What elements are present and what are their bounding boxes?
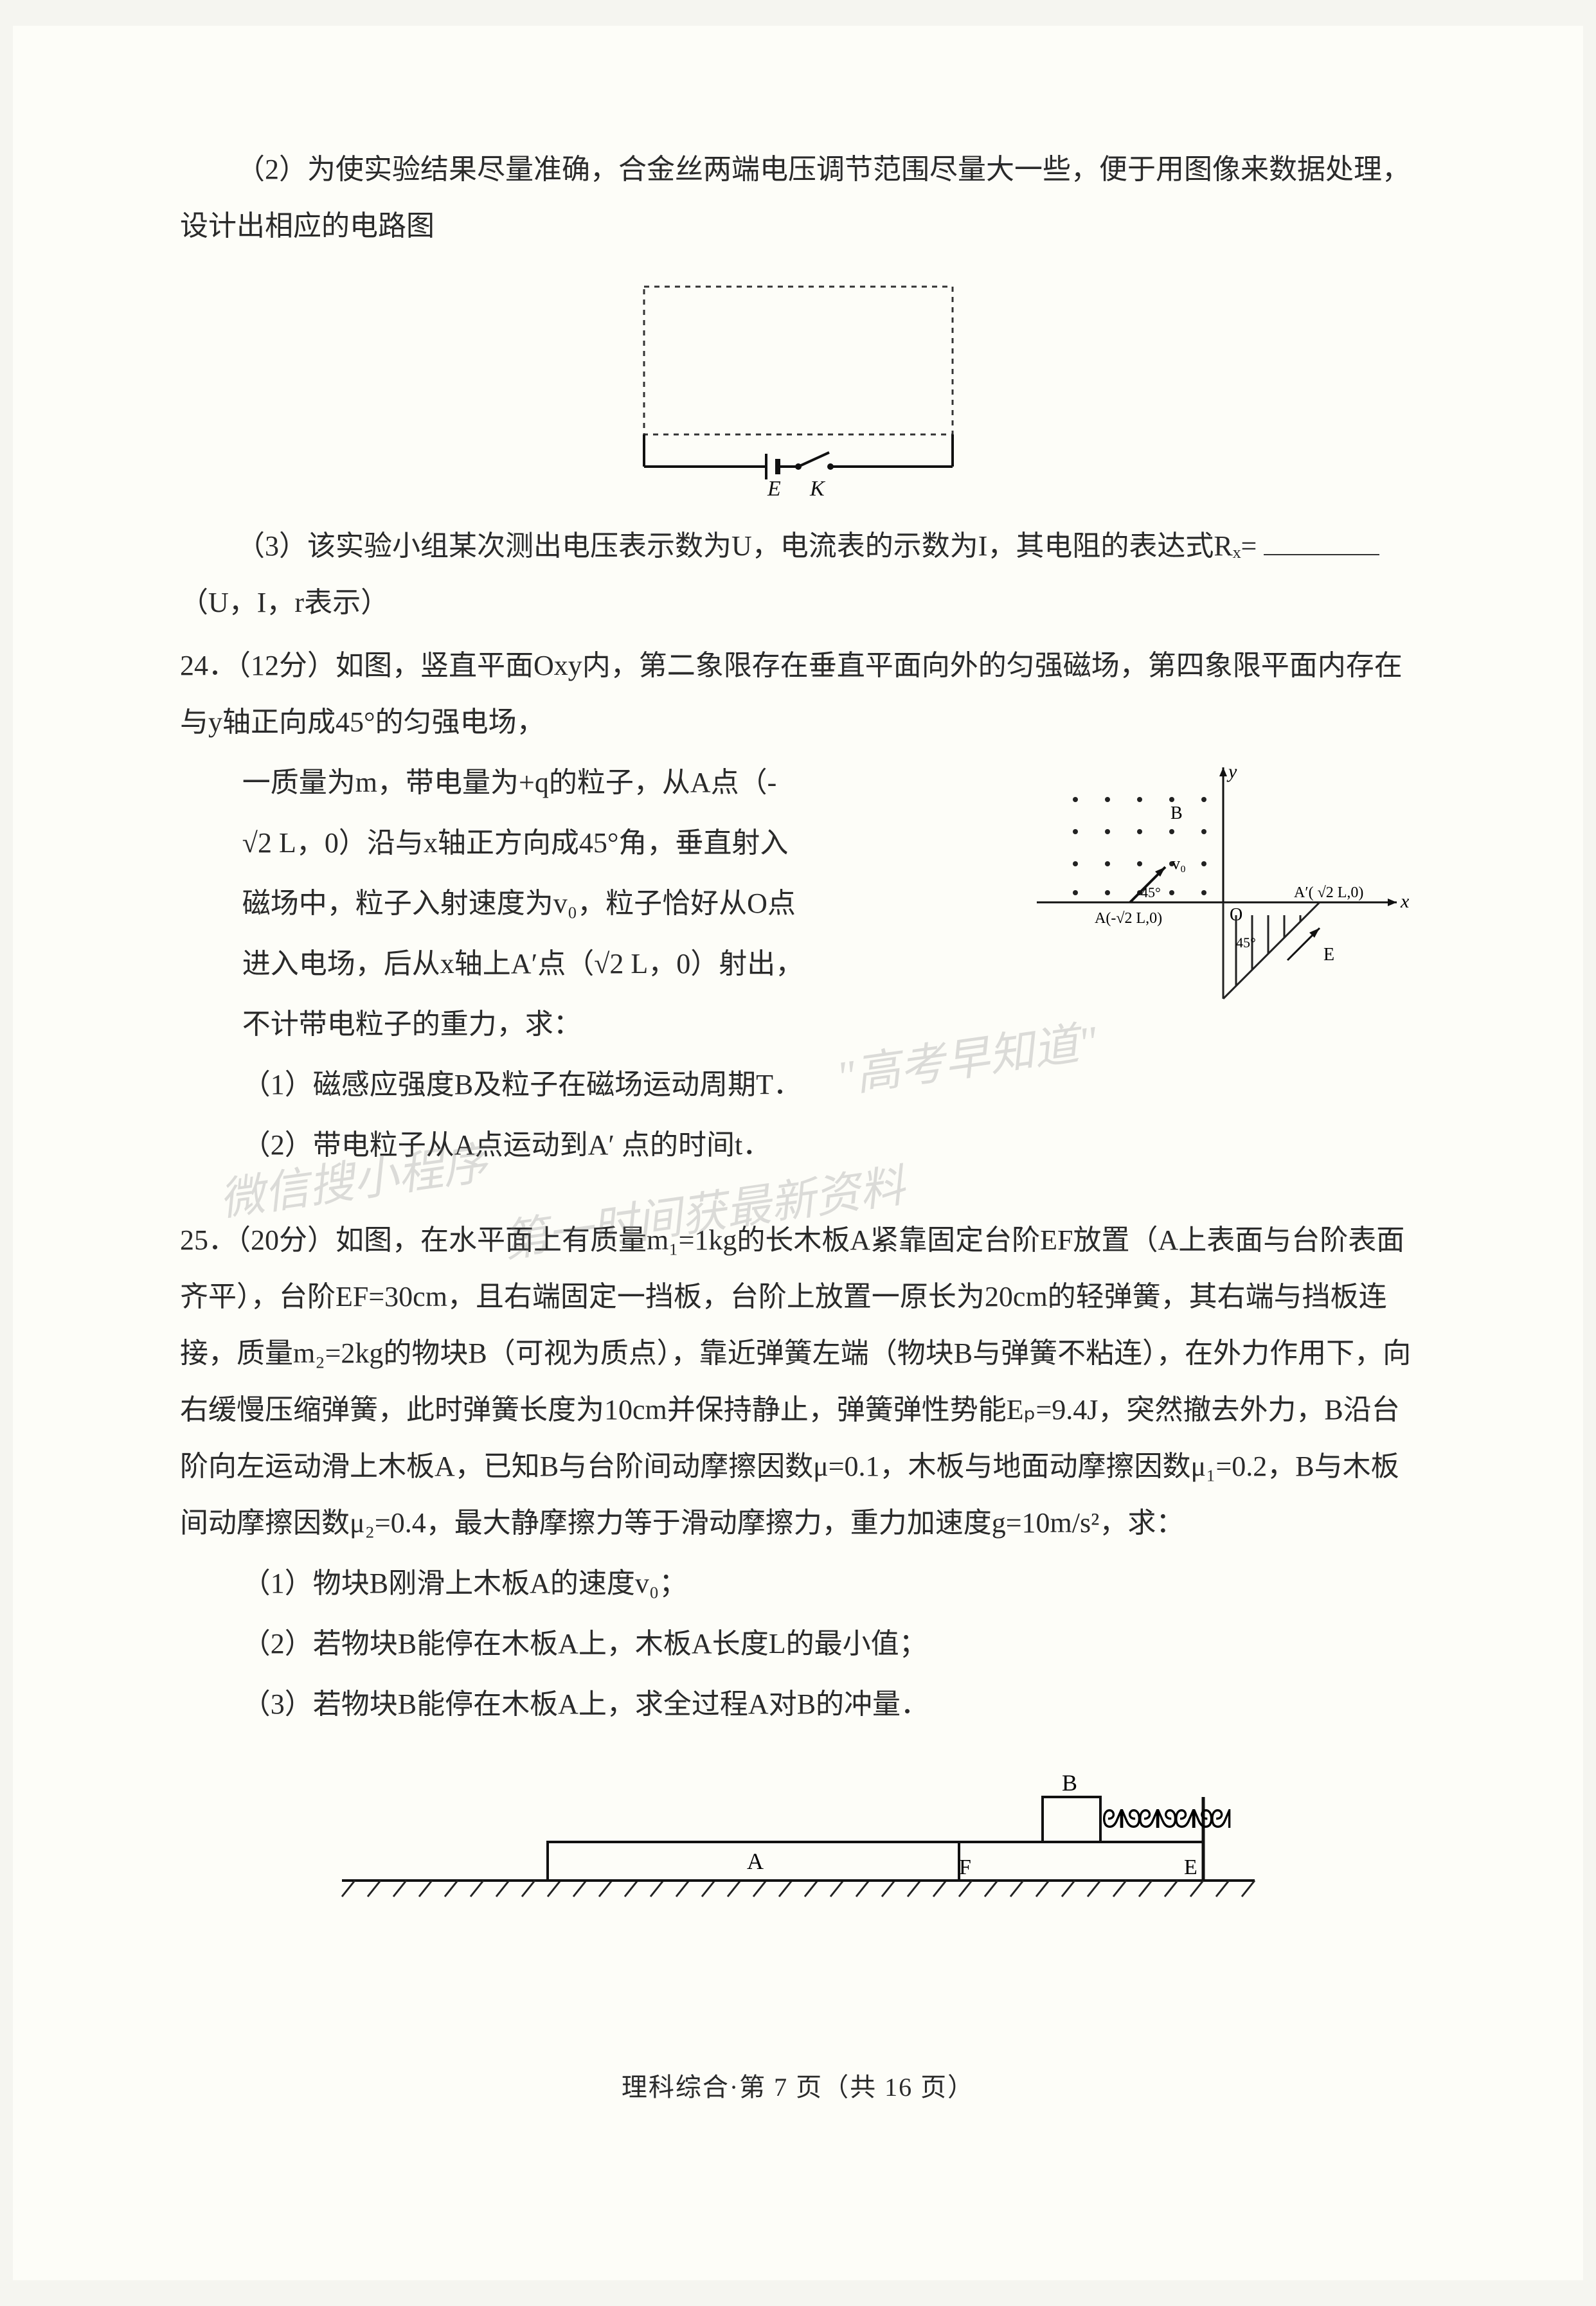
block-B bbox=[1043, 1797, 1100, 1842]
q25-body: 如图，在水平面上有质量m₁=1kg的长木板A紧靠固定台阶EF放置（A上表面与台阶… bbox=[180, 1224, 1411, 1539]
q23-part2-text: （2）为使实验结果尽量准确，合金丝两端电压调节范围尽量大一些，便于用图像来数据处… bbox=[180, 141, 1416, 255]
q25-points: （20分） bbox=[237, 1224, 336, 1256]
circuit-label-K: K bbox=[809, 477, 826, 499]
label-E: E bbox=[1184, 1855, 1197, 1879]
q24-intro: 如图，竖直平面Oxy内，第二象限存在垂直平面向外的匀强磁场，第四象限平面内存在与… bbox=[180, 650, 1403, 738]
q25-diagram: A F E B ᘛᘚᘛᘚᘛᘚᘛ bbox=[180, 1758, 1416, 1926]
field-B-label: B bbox=[1170, 803, 1183, 823]
q24-line1: 一质量为m，带电量为+q的粒子，从A点（- bbox=[242, 755, 1005, 811]
q24-diagram: y x O B v₀ 45° A(-√2 L,0) A′( √2 L,0) bbox=[1018, 755, 1416, 1024]
ground-hatch bbox=[342, 1881, 1255, 1897]
axis-y-label: y bbox=[1226, 761, 1237, 782]
q24-sub1: （1）磁感应强度B及粒子在磁场运动周期T． bbox=[180, 1057, 1416, 1113]
axis-x-label: x bbox=[1400, 891, 1410, 912]
q23-part3-b: （U，I，r表示） bbox=[180, 587, 389, 618]
q23-circuit-diagram: E K bbox=[180, 267, 1416, 499]
q24-line2: √2 L，0）沿与x轴正方向成45°角，垂直射入 bbox=[242, 815, 1005, 871]
q24-left-text: 一质量为m，带电量为+q的粒子，从A点（- √2 L，0）沿与x轴正方向成45°… bbox=[180, 755, 1005, 1057]
pointA-label: A(-√2 L,0) bbox=[1095, 910, 1162, 927]
E-label: E bbox=[1323, 945, 1334, 965]
q24-header: 24．（12分）如图，竖直平面Oxy内，第二象限存在垂直平面向外的匀强磁场，第四… bbox=[180, 638, 1416, 751]
q24-line3: 磁场中，粒子入射速度为v₀，粒子恰好从O点 bbox=[242, 875, 1005, 932]
spring: ᘛᘚᘛᘚᘛᘚᘛ bbox=[1102, 1805, 1231, 1834]
q24-line5: 不计带电粒子的重力，求： bbox=[242, 996, 1005, 1053]
label-F: F bbox=[959, 1855, 971, 1879]
circuit-label-E: E bbox=[767, 477, 781, 499]
angle-45a: 45° bbox=[1141, 884, 1161, 900]
angle-45b: 45° bbox=[1236, 934, 1256, 951]
q24-number: 24． bbox=[180, 650, 237, 681]
pointAp-label: A′( √2 L,0) bbox=[1294, 884, 1363, 901]
q24-sub2: （2）带电粒子从A点运动到A′ 点的时间t． bbox=[180, 1117, 1416, 1174]
q24-points: （12分） bbox=[237, 650, 336, 681]
q25-sub1: （1）物块B刚滑上木板A的速度v₀； bbox=[180, 1555, 1416, 1612]
exam-page: （2）为使实验结果尽量准确，合金丝两端电压调节范围尽量大一些，便于用图像来数据处… bbox=[13, 26, 1583, 2280]
blank-field[interactable] bbox=[1264, 521, 1379, 555]
field-dots bbox=[1073, 797, 1206, 895]
q25-sub2: （2）若物块B能停在木板A上，木板A长度L的最小值； bbox=[180, 1616, 1416, 1672]
q23-part3: （3）该实验小组某次测出电压表示数为U，电流表的示数为I，其电阻的表达式Rₓ= … bbox=[180, 518, 1416, 631]
dashed-box bbox=[644, 287, 953, 434]
q25-sub3: （3）若物块B能停在木板A上，求全过程A对B的冲量． bbox=[180, 1676, 1416, 1733]
v0-label: v₀ bbox=[1172, 854, 1186, 873]
q24-body-row: 一质量为m，带电量为+q的粒子，从A点（- √2 L，0）沿与x轴正方向成45°… bbox=[180, 755, 1416, 1057]
q25-header: 25．（20分）如图，在水平面上有质量m₁=1kg的长木板A紧靠固定台阶EF放置… bbox=[180, 1212, 1416, 1551]
q23-part3-a: （3）该实验小组某次测出电压表示数为U，电流表的示数为I，其电阻的表达式Rₓ= bbox=[237, 530, 1257, 562]
label-B: B bbox=[1062, 1770, 1077, 1796]
q24-line4: 进入电场，后从x轴上A′点（√2 L，0）射出， bbox=[242, 936, 1005, 992]
page-footer: 理科综合·第 7 页（共 16 页） bbox=[13, 2062, 1583, 2113]
label-A: A bbox=[747, 1848, 764, 1874]
q25-number: 25． bbox=[180, 1224, 237, 1256]
